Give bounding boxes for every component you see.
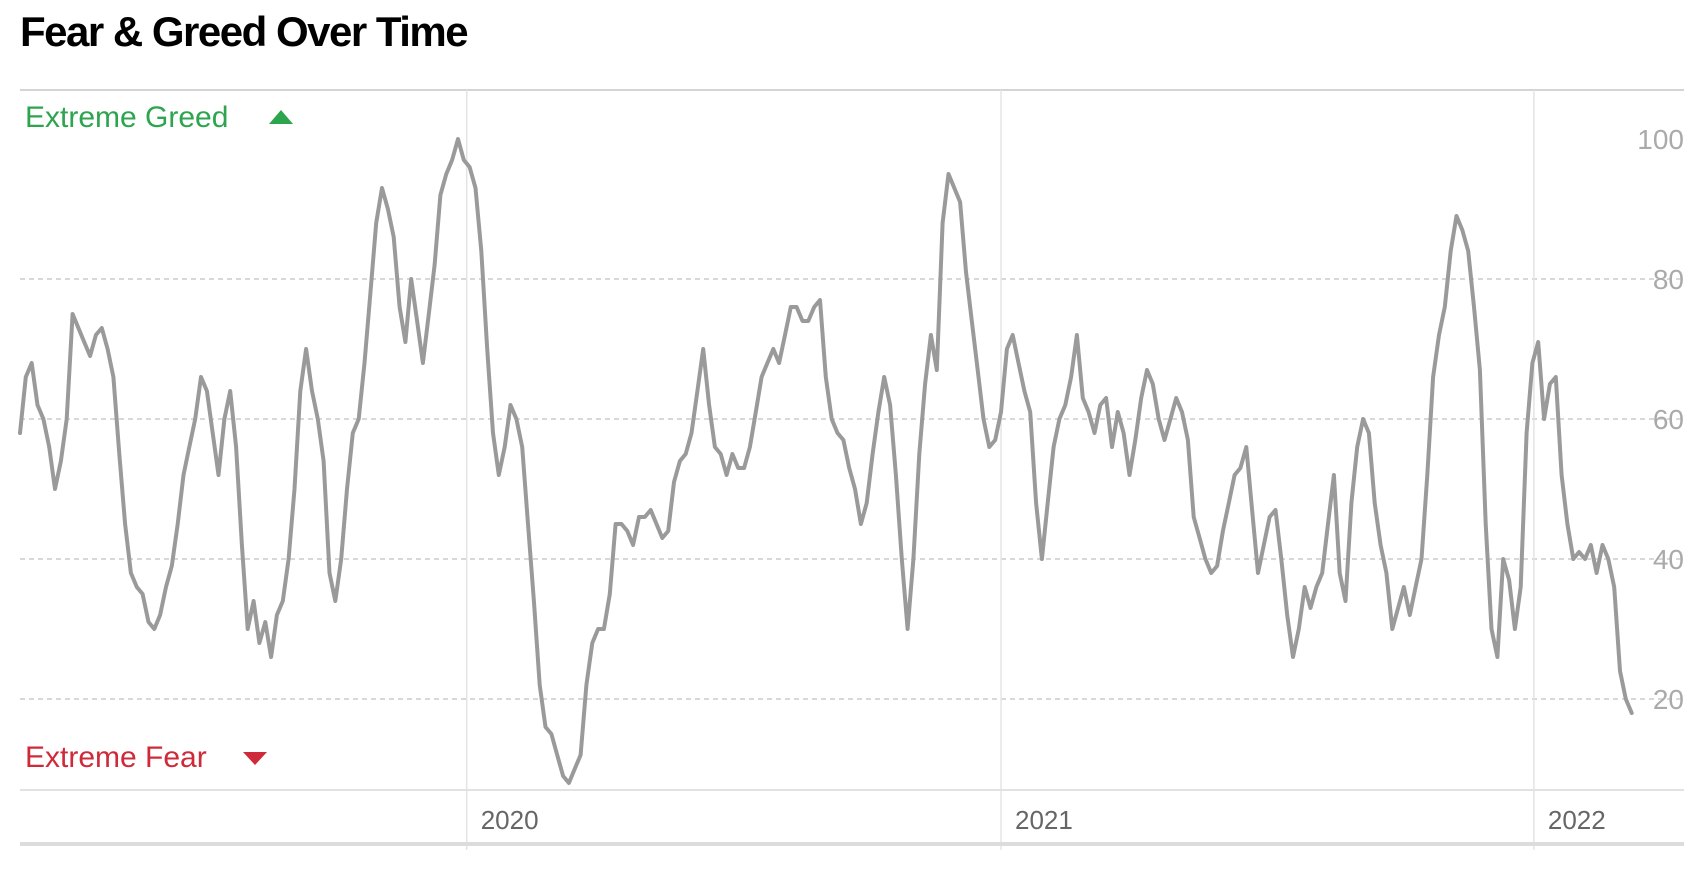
y-tick-label: 40 — [1653, 544, 1684, 575]
x-tick-label: 2022 — [1548, 805, 1606, 835]
extreme-greed-annotation: Extreme Greed — [25, 101, 293, 134]
y-tick-label: 80 — [1653, 264, 1684, 295]
series-line — [18, 137, 1634, 785]
y-tick-label: 100 — [1637, 124, 1684, 155]
x-axis-tick-labels: 2020 2021 2022 — [481, 805, 1606, 835]
triangle-down-icon — [243, 752, 267, 765]
extreme-greed-label: Extreme Greed — [25, 101, 228, 134]
x-tick-label: 2020 — [481, 805, 539, 835]
y-tick-label: 20 — [1653, 684, 1684, 715]
horizontal-gridlines — [20, 278, 1684, 700]
vertical-gridlines — [465, 90, 1535, 850]
extreme-fear-annotation: Extreme Fear — [25, 741, 267, 774]
extreme-fear-label: Extreme Fear — [25, 741, 207, 774]
y-axis-tick-labels: 100 80 60 40 20 — [1637, 124, 1684, 715]
chart-title: Fear & Greed Over Time — [20, 8, 469, 55]
x-tick-label: 2021 — [1015, 805, 1073, 835]
y-tick-label: 60 — [1653, 404, 1684, 435]
triangle-up-icon — [269, 110, 293, 124]
